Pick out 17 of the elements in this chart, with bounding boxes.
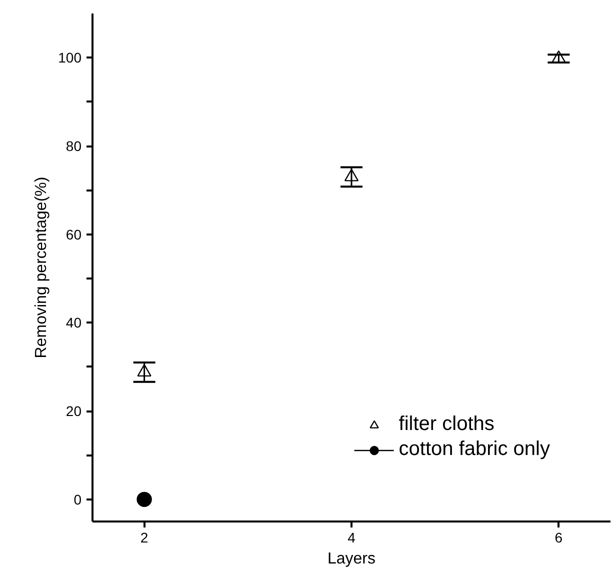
- y-tick-label: 100: [58, 50, 82, 66]
- legend-label: filter cloths: [398, 413, 494, 436]
- x-tick-label: 4: [348, 530, 356, 546]
- legend-label: cotton fabric only: [398, 438, 550, 461]
- y-tick-label: 20: [66, 403, 82, 420]
- point: [344, 168, 359, 182]
- y-axis-title: Removing percentage(%): [33, 176, 50, 358]
- y-tick-label: 60: [66, 226, 82, 242]
- point: [136, 492, 152, 507]
- point: [137, 364, 152, 377]
- x-tick-label: 2: [140, 530, 148, 546]
- point: [552, 50, 566, 63]
- y-tick-label: 80: [66, 138, 82, 154]
- y-tick-label: 0: [74, 491, 82, 508]
- x-axis-title: Layers: [327, 550, 376, 568]
- y-tick-label: 40: [66, 314, 82, 331]
- x-tick-label: 6: [554, 530, 563, 546]
